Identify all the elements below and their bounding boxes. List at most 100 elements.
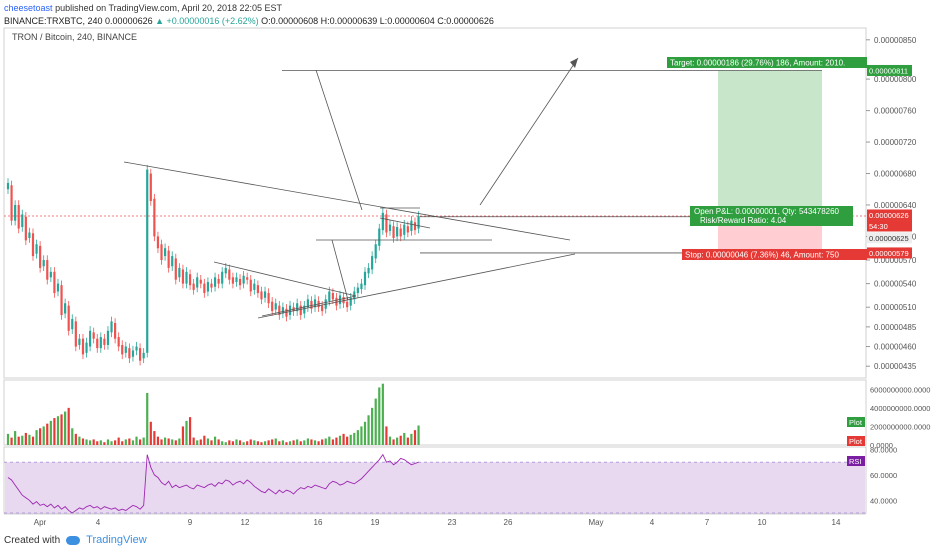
- price-tick-label: 0.00000460: [874, 343, 917, 352]
- candle-body: [213, 277, 217, 287]
- volume-bar: [310, 439, 313, 445]
- volume-bar: [281, 440, 284, 445]
- volume-bar: [385, 426, 388, 445]
- volume-bar: [67, 407, 70, 445]
- volume-bar: [371, 407, 374, 445]
- candle-body: [210, 283, 213, 288]
- volume-bar: [188, 417, 192, 445]
- chart-symbol-title: TRON / Bitcoin, 240, BINANCE: [12, 32, 138, 42]
- volume-bar: [160, 439, 163, 445]
- volume-bar: [317, 441, 320, 445]
- candle-body: [238, 278, 242, 286]
- candle-body: [78, 338, 81, 345]
- volume-bar: [399, 435, 402, 445]
- volume-bar: [346, 436, 349, 445]
- last-price: 0.00000626: [105, 16, 153, 26]
- volume-bar: [321, 439, 324, 445]
- rsi-line: [7, 453, 419, 514]
- volume-badge-bg: [847, 417, 865, 427]
- countdown-tag-bg: [867, 220, 912, 232]
- author-link[interactable]: cheesetoast: [4, 3, 53, 13]
- volume-bar: [381, 383, 384, 445]
- volume-bar: [103, 442, 106, 445]
- price-tick-label: 0.00000800: [874, 75, 917, 84]
- volume-bar: [174, 440, 177, 445]
- volume-bar: [228, 440, 231, 445]
- volume-bar: [89, 440, 92, 445]
- candle-body: [96, 338, 99, 349]
- candle-body: [285, 308, 288, 317]
- candle-body: [299, 305, 302, 316]
- candle-body: [64, 303, 67, 314]
- volume-bar: [292, 440, 295, 445]
- price-tick-label: 0.00000485: [874, 323, 917, 332]
- candle-body: [278, 305, 281, 316]
- candle-body: [71, 319, 74, 330]
- candle-body: [313, 299, 317, 308]
- candle-body: [335, 297, 338, 306]
- volume-bar: [114, 440, 117, 445]
- volume-bar: [356, 430, 359, 445]
- candle-body: [171, 256, 174, 267]
- trend-line: [379, 217, 431, 229]
- candle-body: [231, 277, 235, 284]
- volume-bar: [21, 435, 24, 445]
- volume-bar: [335, 437, 338, 445]
- candle-body: [196, 277, 199, 288]
- candle-body: [242, 275, 245, 284]
- candle-body: [31, 233, 35, 257]
- rr-label: Risk/Reward Ratio: 4.04: [700, 216, 787, 225]
- volume-bar: [53, 418, 56, 445]
- volume-bar: [81, 438, 85, 445]
- published-text: published on TradingView.com, April 20, …: [55, 3, 283, 13]
- candle-body: [321, 305, 324, 312]
- candle-body: [67, 305, 70, 331]
- volume-bar: [117, 437, 120, 445]
- candle-body: [156, 236, 160, 249]
- publish-info: cheesetoast published on TradingView.com…: [4, 3, 282, 13]
- volume-tick-label: 6000000000.0000: [870, 385, 930, 394]
- volume-bar: [296, 439, 299, 445]
- candle-body: [124, 346, 127, 353]
- volume-bar: [178, 438, 181, 445]
- candle-body: [246, 277, 249, 280]
- candle-body: [35, 244, 38, 254]
- volume-bar: [328, 436, 331, 445]
- candle-body: [342, 296, 345, 304]
- volume-bar: [256, 441, 259, 445]
- symbol-line: BINANCE:TRXBTC, 240: [4, 16, 103, 26]
- candle-body: [21, 214, 24, 227]
- candle-body: [378, 228, 381, 246]
- target-label-bg: [667, 57, 867, 68]
- stop-price-tag: 0.00000579: [869, 249, 909, 258]
- ohlc-line: BINANCE:TRXBTC, 240 0.00000626 ▲ +0.0000…: [4, 16, 494, 26]
- volume-tick-label: 0.0000: [870, 441, 893, 450]
- trend-line: [261, 295, 357, 317]
- tradingview-brand[interactable]: TradingView: [86, 534, 147, 546]
- volume-bar: [131, 440, 135, 445]
- candle-body: [256, 285, 259, 294]
- volume-bar: [253, 440, 256, 445]
- price-tick-label: 0.00000680: [874, 170, 917, 179]
- volume-bar: [285, 442, 288, 445]
- candle-body: [360, 283, 363, 290]
- candle-body: [128, 348, 131, 359]
- volume-bar: [392, 439, 395, 445]
- candle-body: [388, 224, 392, 231]
- candle-body: [49, 271, 52, 278]
- volume-bar: [14, 431, 17, 445]
- candle-body: [203, 283, 206, 294]
- candle-body: [146, 169, 149, 353]
- candle-body: [263, 291, 267, 298]
- volume-badge2: Plot: [849, 437, 863, 446]
- created-with-text: Created with: [4, 534, 61, 546]
- candle-body: [399, 228, 402, 237]
- stop-price-tag-bg: [867, 247, 912, 259]
- volume-bar: [92, 439, 95, 445]
- volume-bar: [406, 437, 409, 445]
- volume-bar: [396, 437, 399, 445]
- volume-bar: [274, 438, 277, 445]
- candle-body: [396, 226, 399, 237]
- volume-bar: [64, 411, 67, 445]
